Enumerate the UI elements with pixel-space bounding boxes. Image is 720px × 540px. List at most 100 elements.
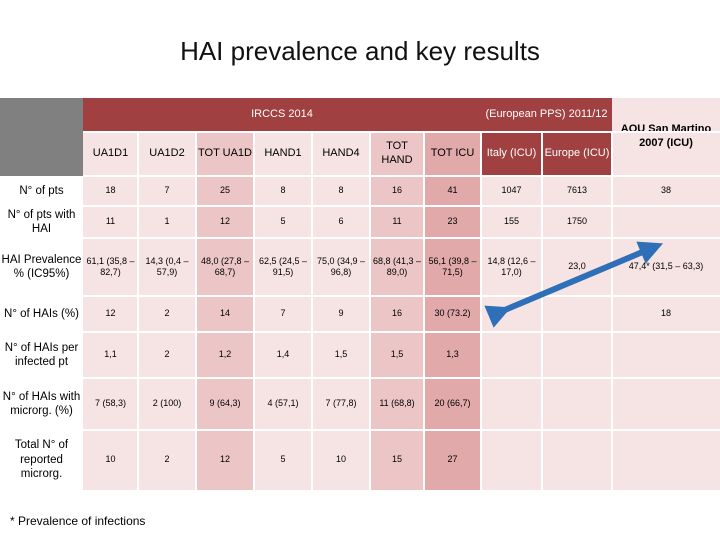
table-cell: 25 <box>196 176 254 206</box>
table-cell: 30 (73.2) <box>424 296 481 332</box>
grid-line <box>83 237 720 239</box>
table-cell: 1,3 <box>424 332 481 378</box>
table-cell: 47,4* (31,5 – 63,3) <box>612 238 720 296</box>
table-cell: 75,0 (34,9 – 96,8) <box>312 238 370 296</box>
grid-line <box>423 132 425 490</box>
table-cell: 20 (66,7) <box>424 378 481 430</box>
table-cell: 14,8 (12,6 – 17,0) <box>481 238 542 296</box>
table-cell: 9 <box>312 296 370 332</box>
table-cell: 16 <box>370 176 424 206</box>
table-cell: 12 <box>196 430 254 490</box>
col-header-tot-icu: TOT ICU <box>424 132 481 176</box>
table-cell: 1 <box>138 206 196 238</box>
table-cell: 62,5 (24,5 – 91,5) <box>254 238 312 296</box>
table-cell: 1,5 <box>370 332 424 378</box>
table-cell: 2 <box>138 430 196 490</box>
table-cell: 7 <box>138 176 196 206</box>
table-cell: 41 <box>424 176 481 206</box>
table-cell <box>481 296 542 332</box>
table-cell: 12 <box>83 296 138 332</box>
grid-line <box>311 132 313 490</box>
grid-line <box>137 132 139 490</box>
table-cell: 1,1 <box>83 332 138 378</box>
table-cell: 27 <box>424 430 481 490</box>
table-cell: 14,3 (0,4 – 57,9) <box>138 238 196 296</box>
table-cell: 10 <box>83 430 138 490</box>
row-label: Total N° of reported microrg. <box>0 430 83 490</box>
grid-line <box>83 295 720 297</box>
table-cell <box>612 378 720 430</box>
row-label: N° of HAIs (%) <box>0 296 83 332</box>
col-header-ua1d1: UA1D1 <box>83 132 138 176</box>
table-cell: 6 <box>312 206 370 238</box>
table-cell: 1,4 <box>254 332 312 378</box>
table-cell: 7 <box>254 296 312 332</box>
grid-line <box>83 331 720 333</box>
slide-title: HAI prevalence and key results <box>180 36 540 66</box>
table-cell: 11 <box>370 206 424 238</box>
table-cell: 23,0 <box>542 238 612 296</box>
col-header-ua1d2: UA1D2 <box>138 132 196 176</box>
table-cell: 1,2 <box>196 332 254 378</box>
table-cell: 1750 <box>542 206 612 238</box>
table-cell: 7613 <box>542 176 612 206</box>
table-cell: 10 <box>312 430 370 490</box>
european-pps-header: (European PPS) 2011/12 <box>481 98 612 132</box>
row-label: N° of pts <box>0 176 83 206</box>
row-label: HAI Prevalence % (IC95%) <box>0 238 83 296</box>
table-cell <box>612 332 720 378</box>
col-header-tot-hand: TOT HAND <box>370 132 424 176</box>
grid-line <box>611 132 613 490</box>
table-cell: 18 <box>83 176 138 206</box>
grid-line <box>253 132 255 490</box>
table-cell: 15 <box>370 430 424 490</box>
col-header-hand1: HAND1 <box>254 132 312 176</box>
table-cell: 5 <box>254 206 312 238</box>
table-cell: 7 (77,8) <box>312 378 370 430</box>
grid-line <box>369 132 371 490</box>
table-cell <box>542 430 612 490</box>
grid-line <box>83 175 720 177</box>
table-cell: 14 <box>196 296 254 332</box>
table-cell <box>542 332 612 378</box>
table-cell: 23 <box>424 206 481 238</box>
irccs-header: IRCCS 2014 <box>83 98 481 132</box>
table-cell: 1047 <box>481 176 542 206</box>
table-cell: 5 <box>254 430 312 490</box>
table-cell <box>481 332 542 378</box>
footnote: * Prevalence of infections <box>10 514 146 528</box>
table-cell: 68,8 (41,3 – 89,0) <box>370 238 424 296</box>
col-header-tot-ua1d: TOT UA1D <box>196 132 254 176</box>
table-cell: 8 <box>254 176 312 206</box>
corner-cell <box>0 98 83 176</box>
table-cell: 4 (57,1) <box>254 378 312 430</box>
grid-line <box>195 132 197 490</box>
col-header-italy-icu-: Italy (ICU) <box>481 132 542 176</box>
table-cell: 61,1 (35,8 – 82,7) <box>83 238 138 296</box>
table-cell <box>542 296 612 332</box>
grid-line <box>541 132 543 490</box>
row-label: N° of HAIs per infected pt <box>0 332 83 378</box>
aou-san-martino-header: AOU San Martino 2007 (ICU) <box>612 98 720 176</box>
table-cell <box>542 378 612 430</box>
col-header-hand4: HAND4 <box>312 132 370 176</box>
table-cell: 8 <box>312 176 370 206</box>
table-cell: 2 <box>138 296 196 332</box>
grid-line <box>83 377 720 379</box>
grid-line <box>480 132 482 490</box>
table-cell: 12 <box>196 206 254 238</box>
col-header-europe-icu-: Europe (ICU) <box>542 132 612 176</box>
table-cell <box>481 430 542 490</box>
table-cell: 2 (100) <box>138 378 196 430</box>
grid-line <box>83 429 720 431</box>
table-cell: 38 <box>612 176 720 206</box>
table-cell: 16 <box>370 296 424 332</box>
table-cell: 9 (64,3) <box>196 378 254 430</box>
row-label: N° of pts with HAI <box>0 206 83 238</box>
row-label: N° of HAIs with microrg. (%) <box>0 378 83 430</box>
grid-line <box>83 205 720 207</box>
table-cell: 1,5 <box>312 332 370 378</box>
grid-line <box>83 131 720 133</box>
table-cell <box>481 378 542 430</box>
table-cell: 48,0 (27,8 – 68,7) <box>196 238 254 296</box>
